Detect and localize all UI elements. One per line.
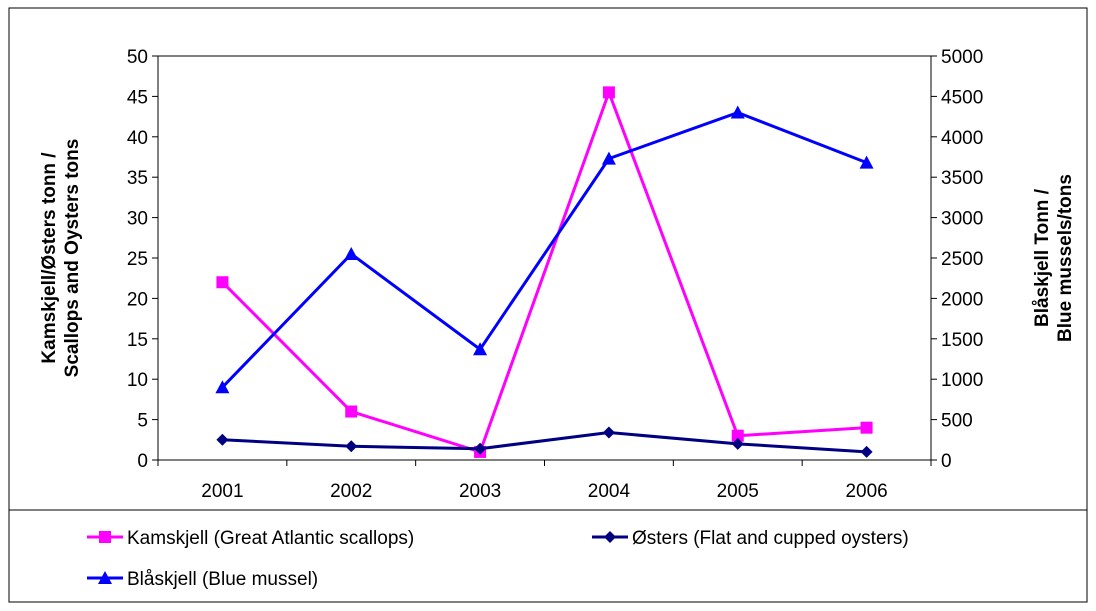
data-point-triangle (730, 105, 745, 119)
x-tick-label: 2004 (588, 481, 631, 502)
legend-label: Kamskjell (Great Atlantic scallops) (127, 528, 414, 549)
x-tick-label: 2003 (459, 481, 501, 502)
left-tick-label: 50 (127, 47, 148, 68)
x-tick-label: 2005 (717, 481, 759, 502)
left-tick-label: 10 (127, 370, 148, 391)
series-layer (215, 86, 874, 458)
legend-label: Blåskjell (Blue mussel) (127, 569, 318, 590)
data-point-square (345, 405, 358, 418)
right-tick-label: 1000 (941, 370, 983, 391)
right-axis: 0 500 1000 1500 2000 2500 3000 3500 4000 4500 5000 (931, 47, 983, 472)
right-tick-label: 2500 (941, 249, 983, 270)
data-point-diamond (602, 426, 615, 439)
data-point-diamond (216, 433, 229, 446)
right-tick-label: 1500 (941, 330, 983, 351)
data-point-triangle (601, 151, 616, 165)
data-point-diamond (345, 440, 358, 453)
x-tick-label: 2001 (201, 481, 243, 502)
right-tick-label: 3500 (941, 168, 983, 189)
right-axis-title-line1: Blåskjell Tonn / (1032, 188, 1053, 327)
data-point-triangle (859, 155, 874, 169)
right-axis-title-line2: Blue mussels/tons (1055, 174, 1076, 342)
data-point-square (860, 421, 873, 434)
data-point-triangle (215, 380, 230, 394)
right-tick-label: 500 (941, 411, 973, 432)
right-tick-label: 5000 (941, 47, 983, 68)
data-point-square (216, 276, 229, 289)
legend-marker-diamond (604, 531, 616, 543)
legend: Kamskjell (Great Atlantic scallops) Øster… (87, 528, 909, 590)
series-line-triangle (221, 110, 868, 389)
x-axis: 2001 2002 2003 2004 2005 2006 (157, 460, 932, 502)
left-tick-label: 20 (127, 289, 148, 310)
left-tick-label: 40 (127, 128, 148, 149)
left-tick-label: 15 (127, 330, 148, 351)
data-point-diamond (474, 442, 487, 455)
x-tick-label: 2002 (330, 481, 372, 502)
data-point-diamond (860, 445, 873, 458)
right-tick-label: 0 (941, 451, 952, 472)
legend-marker-square (99, 531, 111, 543)
right-tick-label: 4000 (941, 128, 983, 149)
right-tick-label: 3000 (941, 209, 983, 230)
left-tick-label: 25 (127, 249, 148, 270)
data-point-square (602, 86, 615, 99)
data-point-square (731, 429, 744, 442)
legend-box (8, 509, 1088, 603)
left-tick-label: 0 (137, 451, 148, 472)
left-axis-title-line1: Kamskjell/Østers tonn / (39, 152, 60, 364)
series-line-square (221, 88, 867, 454)
right-tick-label: 2000 (941, 289, 983, 310)
legend-label: Østers (Flat and cupped oysters) (632, 528, 909, 549)
left-tick-label: 45 (127, 87, 148, 108)
series-line-diamond (222, 431, 867, 454)
data-point-diamond (731, 437, 744, 450)
x-tick-label: 2006 (845, 481, 887, 502)
chart-frame (8, 7, 1088, 603)
right-tick-label: 4500 (941, 87, 983, 108)
data-point-triangle (344, 246, 359, 260)
left-tick-label: 35 (127, 168, 148, 189)
data-point-triangle (473, 342, 488, 356)
left-axis: 0 5 10 15 20 25 30 35 40 45 50 (127, 47, 158, 472)
left-tick-label: 5 (137, 411, 148, 432)
left-axis-title-line2: Scallops and Oysters tons (62, 139, 83, 378)
left-tick-label: 30 (127, 209, 148, 230)
legend-marker-triangle (98, 571, 112, 584)
